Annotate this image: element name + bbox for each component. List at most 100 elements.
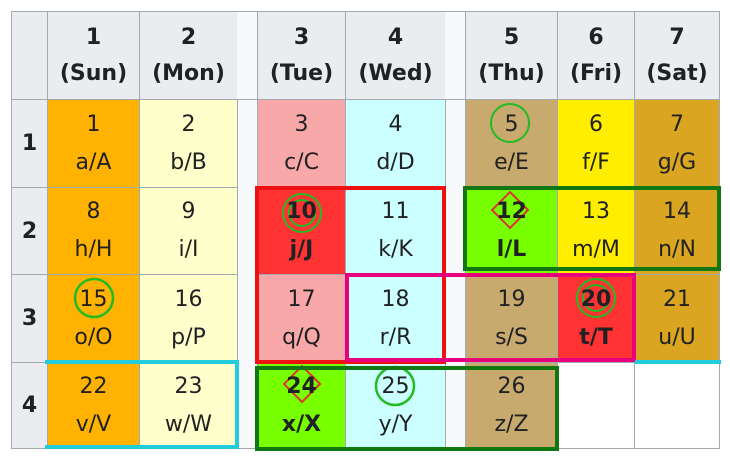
day-number: 24 [286, 373, 317, 399]
day-number: 2 [181, 111, 196, 137]
empty-cell [557, 362, 635, 449]
day-number: 26 [497, 373, 526, 399]
col-header-tue: 3 (Tue) [257, 11, 346, 100]
col-header-name: (Wed) [358, 60, 433, 86]
day-number: 12 [496, 199, 527, 224]
day-cell: 17 q/Q [257, 274, 346, 363]
day-number: 21 [663, 286, 691, 312]
col-header-name: (Tue) [269, 60, 334, 86]
day-number: 17 [287, 286, 316, 312]
day-number: 11 [381, 199, 410, 224]
day-number: 3 [294, 111, 309, 137]
day-letters: d/D [376, 149, 415, 175]
day-letters: z/Z [494, 411, 529, 437]
day-cell: 22 v/V [47, 362, 140, 449]
day-number: 20 [580, 286, 612, 312]
day-cell: 2 b/B [139, 99, 238, 188]
day-letters: n/N [658, 237, 696, 262]
col-header-num: 4 [387, 24, 404, 50]
row-header-4: 4 [11, 362, 48, 449]
day-number: 14 [663, 199, 691, 224]
day-cell: 12 l/L [465, 187, 558, 275]
col-header-thu: 5 (Thu) [465, 11, 558, 100]
column-gap [237, 99, 258, 449]
day-number: 25 [381, 373, 410, 399]
row-header-3: 3 [11, 274, 48, 363]
row-header-label: 3 [21, 306, 38, 331]
day-letters: e/E [494, 149, 529, 175]
day-number: 5 [504, 111, 519, 137]
day-letters: j/J [289, 237, 314, 262]
day-cell: 16 p/P [139, 274, 238, 363]
day-letters: s/S [495, 324, 528, 350]
day-cell: 11 k/K [345, 187, 446, 275]
day-cell: 6 f/F [557, 99, 635, 188]
col-header-num: 6 [588, 24, 604, 50]
day-cell: 7 g/G [634, 99, 720, 188]
col-header-name: (Mon) [152, 60, 225, 86]
day-letters: a/A [75, 149, 112, 175]
day-letters: t/T [579, 324, 613, 350]
col-header-name: (Thu) [478, 60, 545, 86]
col-header-num: 7 [669, 24, 685, 50]
day-cell: 24 x/X [257, 362, 346, 449]
day-number: 18 [381, 286, 410, 312]
day-number: 15 [79, 286, 108, 312]
day-number: 13 [582, 199, 610, 224]
day-letters: l/L [496, 237, 527, 262]
day-number: 6 [589, 111, 603, 137]
day-letters: f/F [582, 149, 610, 175]
day-letters: r/R [379, 324, 412, 350]
day-letters: p/P [171, 324, 206, 350]
col-header-wed: 4 (Wed) [345, 11, 446, 100]
day-letters: w/W [164, 411, 213, 437]
day-number: 4 [388, 111, 403, 137]
day-number: 23 [174, 373, 203, 399]
col-header-name: (Fri) [569, 60, 623, 86]
day-letters: k/K [378, 237, 413, 262]
column-gap [237, 11, 258, 100]
day-cell: 3 c/C [257, 99, 346, 188]
col-header-num: 1 [85, 24, 102, 50]
day-letters: h/H [74, 237, 113, 262]
day-cell: 5 e/E [465, 99, 558, 188]
day-number: 7 [670, 111, 684, 137]
day-number: 10 [286, 199, 317, 224]
day-letters: i/I [178, 237, 199, 262]
day-cell: 18 r/R [345, 274, 446, 363]
day-letters: b/B [170, 149, 207, 175]
day-letters: g/G [657, 149, 697, 175]
day-cell: 1 a/A [47, 99, 140, 188]
row-header-label: 4 [21, 393, 38, 418]
day-cell: 26 z/Z [465, 362, 558, 449]
row-header-1: 1 [11, 99, 48, 188]
day-number: 8 [86, 199, 101, 224]
col-header-fri: 6 (Fri) [557, 11, 635, 100]
day-cell: 25 y/Y [345, 362, 446, 449]
day-cell: 19 s/S [465, 274, 558, 363]
day-cell: 15 o/O [47, 274, 140, 363]
row-header-2: 2 [11, 187, 48, 275]
day-cell: 14 n/N [634, 187, 720, 275]
day-letters: q/Q [282, 324, 321, 350]
day-letters: x/X [281, 411, 322, 437]
day-letters: v/V [75, 411, 112, 437]
day-number: 1 [86, 111, 101, 137]
day-letters: m/M [572, 237, 620, 262]
day-letters: y/Y [378, 411, 413, 437]
day-cell: 20 t/T [557, 274, 635, 363]
day-cell: 9 i/I [139, 187, 238, 275]
day-number: 9 [181, 199, 196, 224]
day-letters: u/U [658, 324, 696, 350]
row-header-label: 2 [21, 218, 38, 244]
empty-cell [634, 362, 720, 449]
day-cell: 10 j/J [257, 187, 346, 275]
day-cell: 23 w/W [139, 362, 238, 449]
day-number: 16 [174, 286, 203, 312]
day-number: 19 [497, 286, 526, 312]
day-letters: o/O [74, 324, 113, 350]
day-number: 22 [79, 373, 108, 399]
col-header-name: (Sun) [59, 60, 128, 86]
day-cell: 4 d/D [345, 99, 446, 188]
